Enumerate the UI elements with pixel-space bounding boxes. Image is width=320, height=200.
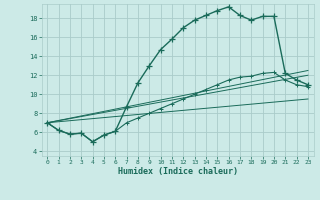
- X-axis label: Humidex (Indice chaleur): Humidex (Indice chaleur): [118, 167, 237, 176]
